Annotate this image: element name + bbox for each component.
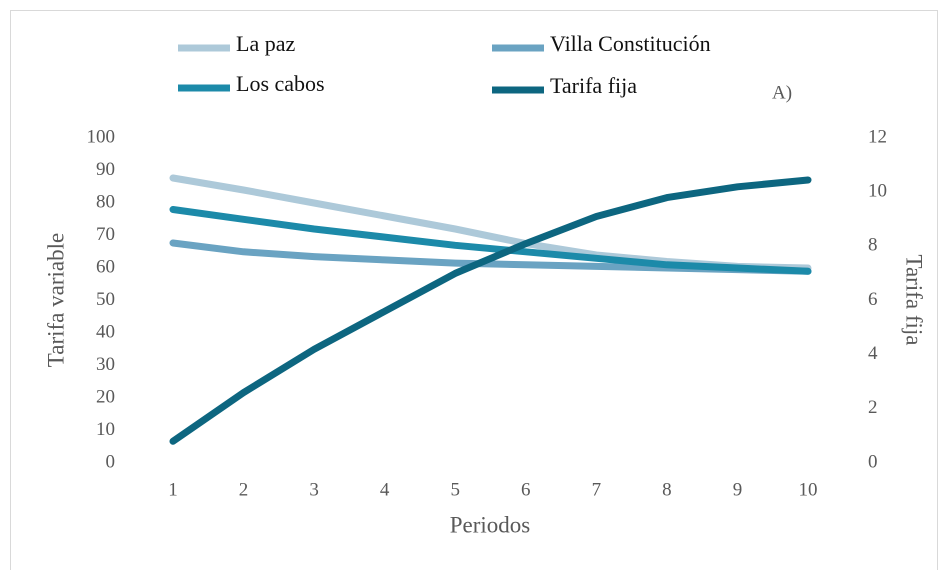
x-tick-label: 5 [450, 479, 460, 500]
y-tick-label: 50 [96, 289, 115, 310]
x-axis-label: Periodos [450, 512, 531, 537]
x-tick-label: 7 [592, 479, 602, 500]
series-line [169, 206, 812, 275]
y-tick-label: 80 [96, 191, 115, 212]
y2-axis-label: Tarifa fija [902, 255, 927, 346]
y-tick-label: 0 [106, 451, 116, 472]
y2-tick-label: 8 [868, 235, 878, 256]
chart-frame [10, 10, 938, 570]
legend-label: La paz [236, 31, 295, 56]
legend-label: Los cabos [236, 71, 325, 96]
legend-label: Villa Constitución [550, 31, 711, 56]
x-tick-label: 2 [239, 479, 249, 500]
y-tick-label: 70 [96, 224, 115, 245]
y2-tick-label: 0 [868, 451, 878, 472]
y-tick-label: 30 [96, 354, 115, 375]
y2-tick-label: 6 [868, 289, 878, 310]
y-tick-label: 20 [96, 386, 115, 407]
x-tick-label: 10 [799, 479, 818, 500]
y-tick-label: 10 [96, 419, 115, 440]
y-tick-label: 90 [96, 159, 115, 180]
y-axis-label: Tarifa variable [43, 233, 68, 367]
x-tick-label: 1 [168, 479, 178, 500]
y-tick-label: 40 [96, 321, 115, 342]
y-tick-label: 60 [96, 256, 115, 277]
x-tick-label: 4 [380, 479, 390, 500]
y-tick-label: 100 [87, 126, 116, 147]
legend-label: Tarifa fija [550, 73, 637, 98]
x-tick-label: 9 [733, 479, 743, 500]
y2-tick-label: 10 [868, 181, 887, 202]
y2-tick-label: 12 [868, 126, 887, 147]
y2-tick-label: 2 [868, 397, 878, 418]
x-tick-label: 3 [309, 479, 319, 500]
x-tick-label: 6 [521, 479, 531, 500]
annotation: A) [772, 82, 792, 103]
y2-tick-label: 4 [868, 343, 878, 364]
x-tick-label: 8 [662, 479, 672, 500]
series-line [169, 176, 812, 445]
